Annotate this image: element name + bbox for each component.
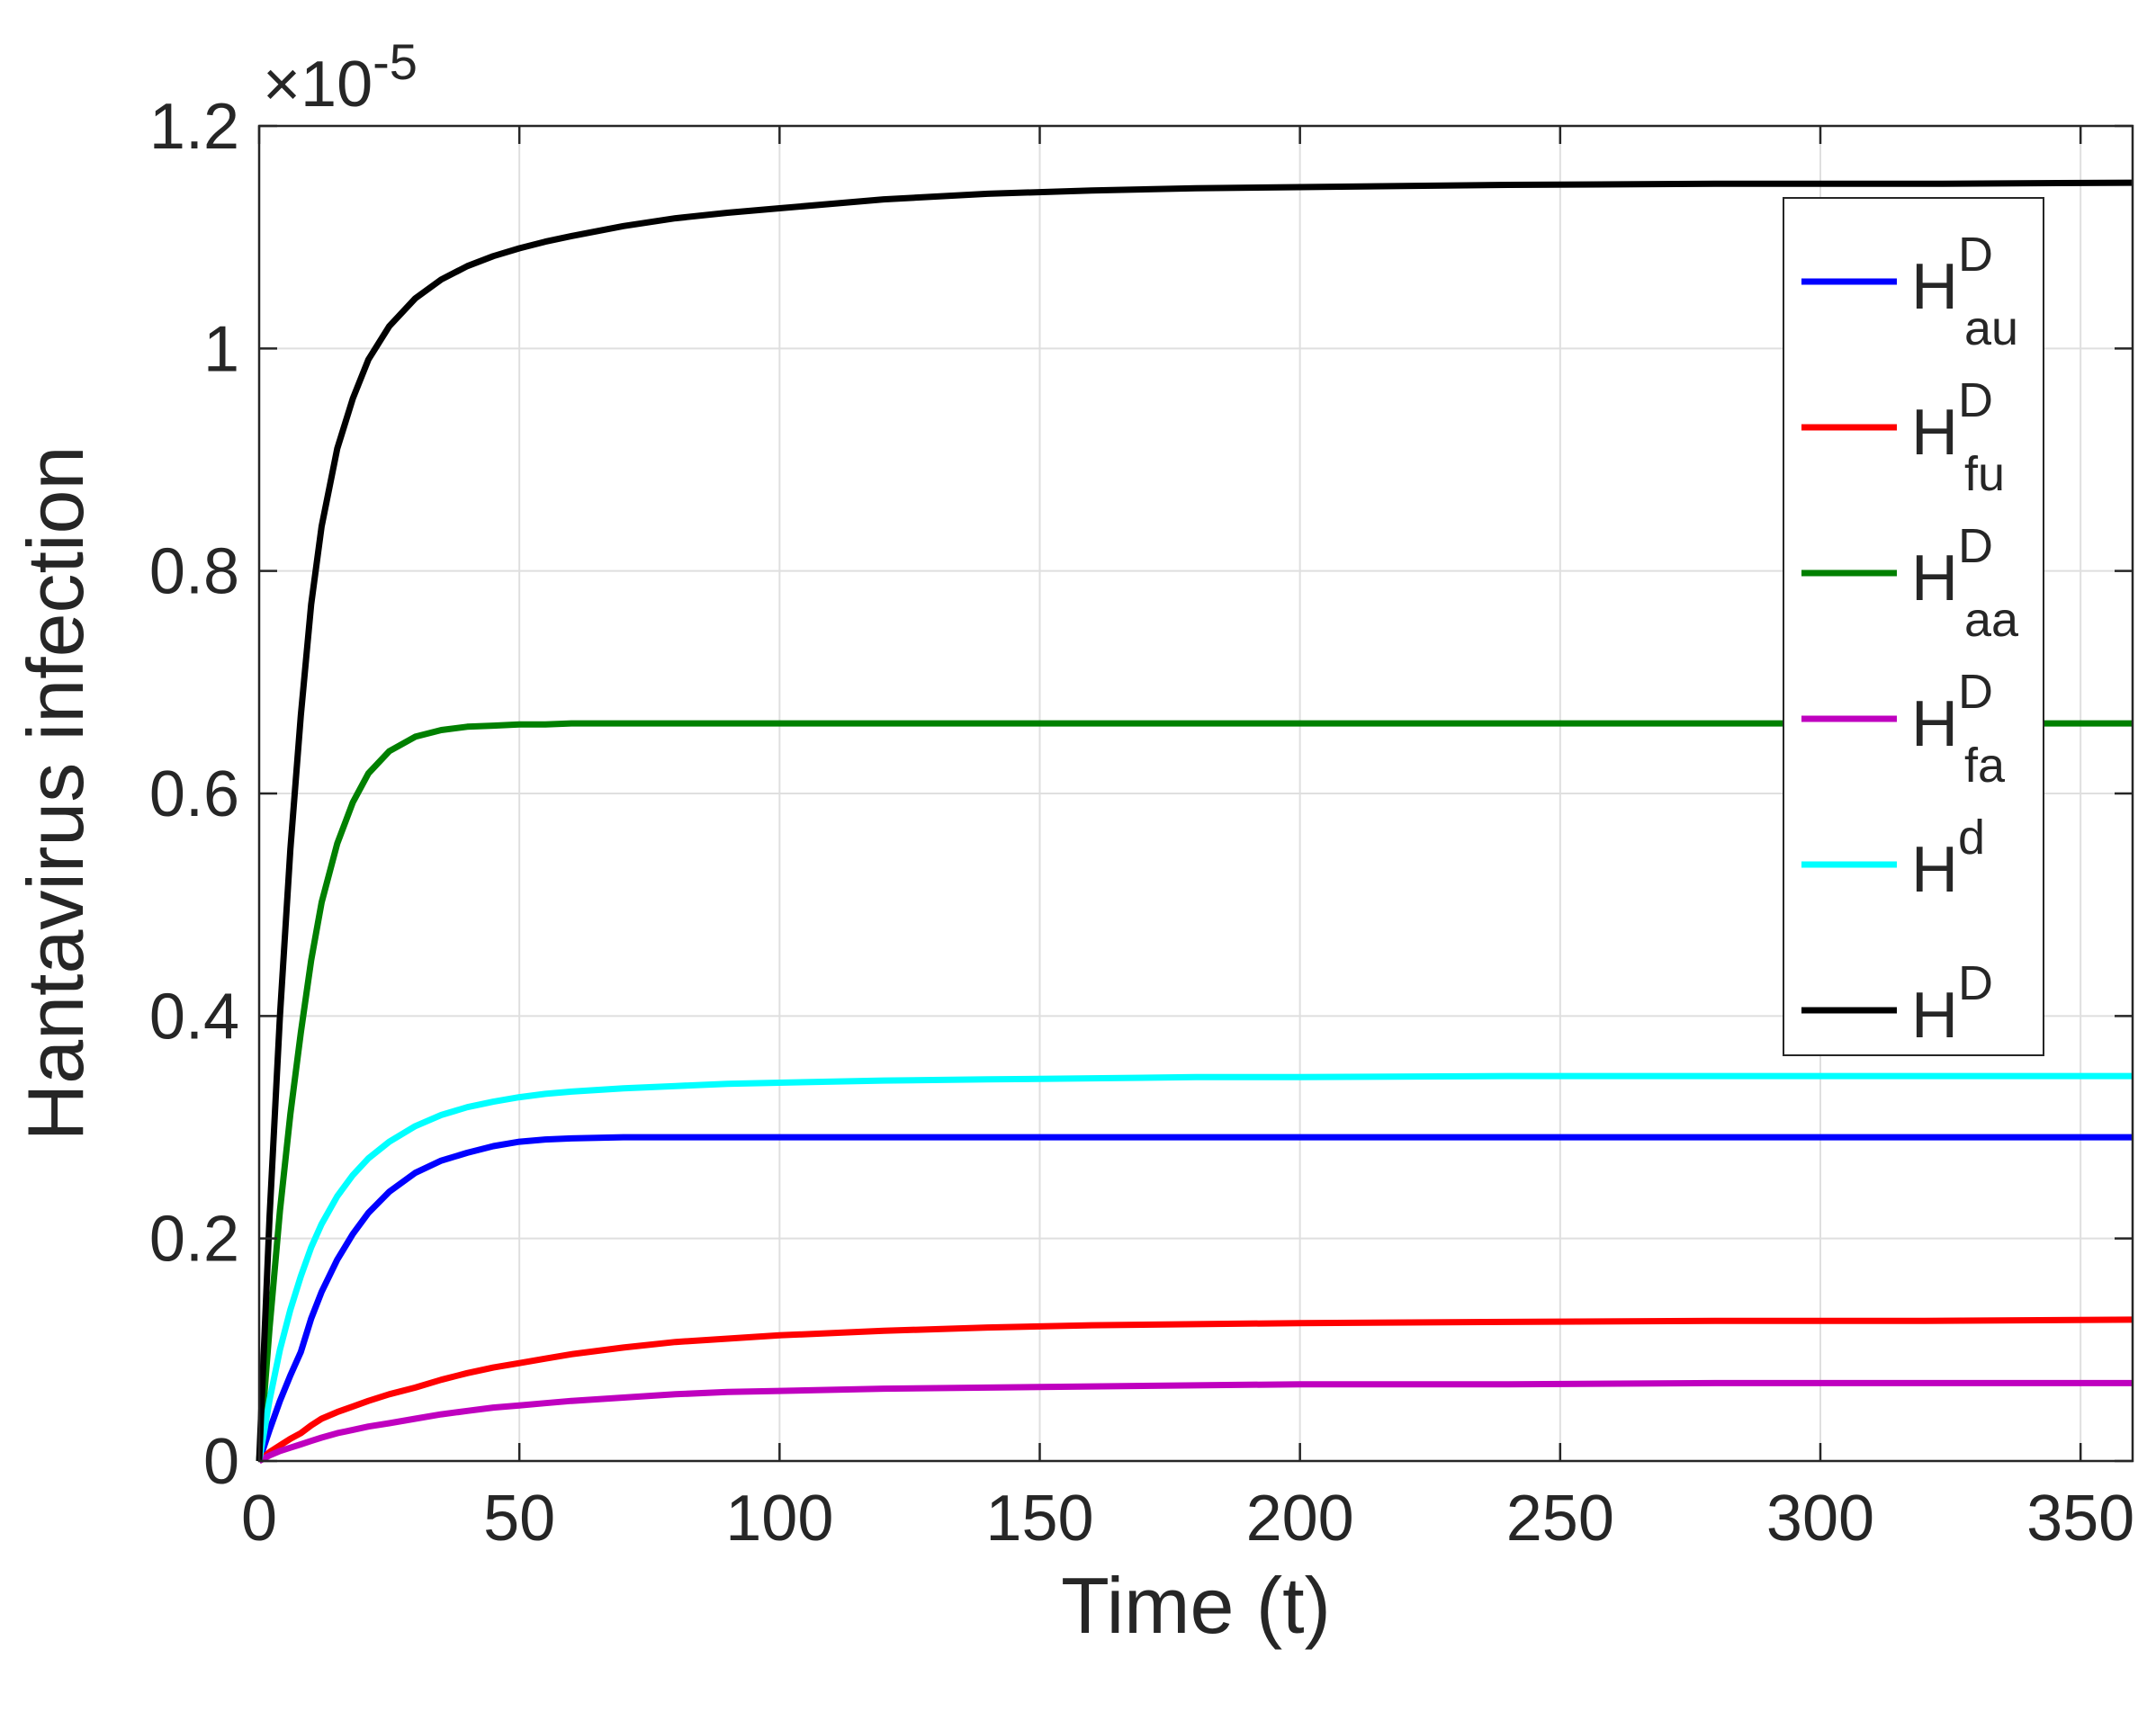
y-axis-label: Hantavirus infection: [11, 446, 100, 1142]
y-tick-label: 0: [203, 1426, 239, 1498]
series-line-2: [256, 720, 2133, 1462]
x-axis-label: Time (t): [1061, 1561, 1331, 1650]
series-line-4: [256, 1072, 2133, 1462]
y-tick-label: 0.4: [149, 981, 239, 1053]
series-lines: [256, 179, 2134, 1465]
x-tick-label: 300: [1766, 1483, 1874, 1555]
y-tick-label: 1.2: [149, 91, 239, 163]
y-axis: 0 0.2 0.4 0.6 0.8 1 1.2: [149, 91, 2133, 1498]
x-tick-label: 100: [725, 1483, 833, 1555]
legend-entry-2: HD aa: [1911, 519, 2019, 647]
legend-box: [1783, 197, 2044, 1056]
x-tick-label: 50: [483, 1483, 555, 1555]
x-tick-label: 350: [2026, 1483, 2134, 1555]
series-line-1: [256, 1316, 2134, 1464]
exponent-power: -5: [373, 33, 418, 90]
x-tick-label: 150: [985, 1483, 1093, 1555]
exponent-label: ×10-5: [263, 33, 418, 121]
series-line-3: [257, 1379, 2133, 1465]
y-tick-label: 0.6: [149, 758, 239, 830]
series-line-0: [256, 1134, 2133, 1463]
y-tick-label: 0.8: [149, 536, 239, 608]
series-line-5: [256, 179, 2134, 1462]
x-tick-label: 250: [1506, 1483, 1614, 1555]
legend-entry-4: Hd: [1911, 811, 1985, 906]
legend-entry-0: HD au: [1911, 228, 2018, 355]
y-tick-label: 0.2: [149, 1204, 239, 1276]
legend: HD au HD fu HD aa HD fa Hd HD: [1783, 197, 2044, 1056]
y-tick-label: 1: [203, 313, 239, 385]
legend-entry-5: HD: [1911, 956, 1993, 1052]
legend-entry-3: HD fa: [1911, 665, 2006, 793]
x-tick-label: 200: [1246, 1483, 1354, 1555]
x-axis: 0 50 100 150 200 250 300 350: [241, 126, 2134, 1555]
x-tick-label: 0: [241, 1483, 277, 1555]
legend-entry-1: HD fu: [1911, 373, 2005, 501]
